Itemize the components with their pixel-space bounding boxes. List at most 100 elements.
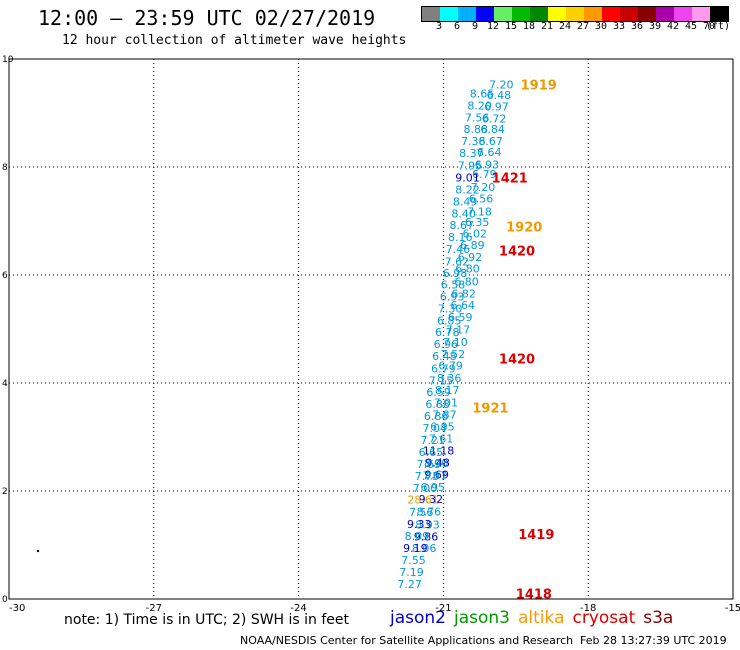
data-label: 6.48 (487, 89, 512, 102)
data-label: 7.20 (471, 181, 496, 194)
color-swatch (458, 7, 476, 21)
data-label: 6.59 (426, 386, 451, 399)
color-swatch (512, 7, 530, 21)
time-annotation: 1418 (516, 588, 552, 603)
color-scale-label: 9 (471, 21, 479, 32)
y-tick-label: 10 (2, 55, 14, 65)
color-swatch (566, 7, 584, 21)
data-label: 8.93 (415, 518, 440, 531)
data-label: 7.38 (461, 135, 486, 148)
legend-item-jason2: jason2 (390, 608, 446, 628)
data-label: 7.62 (445, 256, 470, 269)
data-label: 6.72 (482, 112, 507, 125)
data-label: 9.48 (425, 456, 450, 469)
data-label: 8.36 (437, 372, 462, 385)
x-tick-label: -18 (580, 603, 596, 614)
data-label: 6.89 (460, 239, 485, 252)
color-scale-label: 3 (435, 21, 443, 32)
time-annotation: 1421 (492, 171, 528, 186)
time-annotation: 1920 (506, 220, 542, 235)
color-scale-label: 39 (648, 21, 662, 32)
data-label: 6.59 (448, 311, 473, 324)
data-label: 8.20 (467, 99, 492, 112)
data-label: 6.79 (431, 362, 456, 375)
data-label: 6.93 (440, 291, 465, 304)
data-label: 8.67 (449, 219, 474, 232)
color-scale-label: 12 (486, 21, 500, 32)
legend-item-jason3: jason3 (454, 608, 510, 628)
data-label: 8.76 (417, 506, 442, 519)
color-swatch (476, 7, 494, 21)
data-label: 8.06 (412, 542, 437, 555)
x-tick-label: -27 (146, 603, 162, 614)
data-label: 9.01 (455, 171, 480, 184)
data-label: 6.96 (434, 338, 459, 351)
plot-frame (8, 58, 734, 600)
color-scale-label: 24 (558, 21, 572, 32)
footer-credit: NOAA/NESDIS Center for Satellite Applica… (240, 634, 574, 647)
data-label: 6.86 (424, 410, 449, 423)
data-label: 7.27 (397, 578, 422, 591)
y-tick-label: 8 (2, 163, 8, 173)
data-label: 6.97 (484, 101, 509, 114)
data-label: 7.61 (429, 433, 454, 446)
data-label: 8.88 (463, 123, 488, 136)
data-label: 8.17 (435, 384, 460, 397)
data-label: 7.69 (417, 458, 442, 471)
x-tick-label: -21 (435, 603, 451, 614)
data-label: 6.95 (421, 481, 446, 494)
data-label: 6.64 (450, 299, 475, 312)
color-swatch (674, 7, 692, 21)
color-scale-label: 6 (453, 21, 461, 32)
data-label: 6.58 (441, 279, 466, 292)
data-label: 7.01 (434, 396, 459, 409)
data-label: 6.78 (435, 326, 460, 339)
data-label: 7.87 (432, 408, 457, 421)
data-label: 7.15 (429, 374, 454, 387)
data-label: 7.95 (458, 159, 483, 172)
chart-subtitle: 12 hour collection of altimeter wave hei… (62, 33, 407, 48)
data-label: 9.32 (419, 493, 444, 506)
data-label: 7.52 (441, 348, 466, 361)
data-label: 7.19 (399, 566, 424, 579)
time-annotation: 1919 (521, 78, 557, 93)
legend-item-altika: altika (518, 608, 565, 628)
data-label: 7.75 (415, 470, 440, 483)
y-tick-label: 0 (2, 595, 8, 605)
data-label: 6.56 (469, 192, 494, 205)
y-tick-label: 2 (2, 487, 8, 497)
data-label: 7.46 (446, 243, 471, 256)
color-scale-label: 33 (612, 21, 626, 32)
color-scale-bar (421, 6, 729, 22)
data-label: 8.49 (453, 196, 478, 209)
y-tick-label: 4 (2, 379, 8, 389)
time-annotation: 1420 (499, 353, 535, 368)
data-label: 6.92 (458, 251, 483, 264)
data-label: 6.85 (437, 314, 462, 327)
data-label: 6.79 (472, 168, 497, 181)
data-label: 7.20 (489, 78, 514, 91)
data-label: 6.80 (455, 263, 480, 276)
data-label: 8.22 (455, 184, 480, 197)
note-text: note: 1) Time is in UTC; 2) SWH is in fe… (64, 612, 350, 628)
data-label: 8.16 (448, 231, 473, 244)
data-label: 7.18 (467, 205, 492, 218)
data-label: 28.61 (407, 494, 439, 507)
color-scale-label: 45 (684, 21, 698, 32)
data-label: 9.33 (407, 518, 432, 531)
data-label: 7.17 (446, 324, 471, 337)
data-label: 6.79 (438, 360, 463, 373)
data-label: 7.10 (443, 336, 468, 349)
chart-title: 12:00 – 23:59 UTC 02/27/2019 (38, 6, 376, 30)
color-swatch (530, 7, 548, 21)
data-label: 7.21 (421, 434, 446, 447)
color-swatch (656, 7, 674, 21)
x-tick-label: -15 (725, 603, 740, 614)
color-swatch (602, 7, 620, 21)
data-label: 6.84 (480, 123, 505, 136)
data-label: 9.19 (403, 542, 428, 555)
satellite-legend: jason2 jason3 altika cryosat s3a (390, 608, 673, 628)
color-scale-label: 18 (522, 21, 536, 32)
data-label: 6.48 (432, 350, 457, 363)
